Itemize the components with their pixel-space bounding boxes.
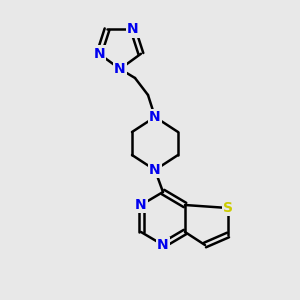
Text: N: N — [149, 110, 161, 124]
Text: N: N — [127, 22, 139, 36]
Text: N: N — [114, 62, 126, 76]
Text: S: S — [223, 201, 233, 215]
Text: N: N — [157, 238, 169, 252]
Text: N: N — [149, 163, 161, 177]
Text: N: N — [135, 198, 147, 212]
Text: N: N — [93, 47, 105, 61]
